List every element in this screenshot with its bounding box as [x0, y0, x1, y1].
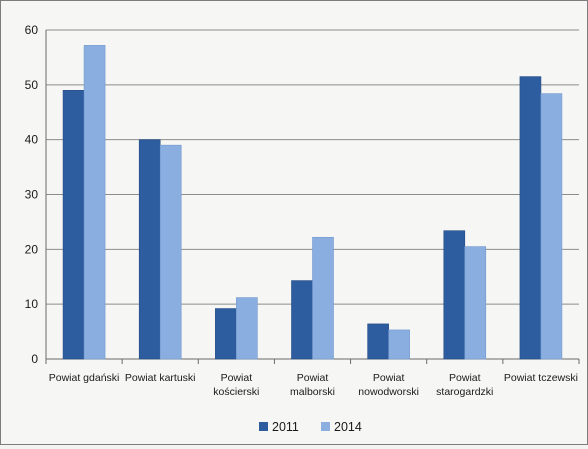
x-category-label: nowodworski [358, 386, 419, 398]
y-tick-label: 60 [25, 23, 39, 37]
x-category-label: starogardzki [436, 386, 493, 398]
x-category-label: Powiat gdański [49, 372, 120, 384]
x-category-label: Powiat kartuski [125, 372, 196, 384]
legend-label: 2014 [334, 420, 362, 434]
bar-2011 [291, 280, 313, 360]
bar-2011 [215, 308, 237, 360]
bar-2014 [83, 45, 106, 360]
y-tick-label: 20 [25, 242, 39, 256]
bar-2014 [464, 246, 487, 360]
y-tick-label: 0 [31, 352, 38, 366]
x-category-label: Powiat tczewski [504, 372, 578, 384]
bar-2011 [138, 139, 161, 360]
x-category-label: Powiat [297, 372, 329, 384]
x-category-label: kościerski [213, 386, 259, 398]
bar-2014 [236, 297, 258, 360]
y-tick-label: 50 [25, 78, 39, 92]
x-category-label: malborski [290, 386, 335, 398]
bar-2014 [159, 144, 182, 360]
legend-label: 2011 [272, 420, 299, 434]
bar-2011 [367, 323, 389, 360]
y-tick-label: 10 [25, 297, 39, 311]
bar-2014 [312, 236, 334, 360]
x-category-label: Powiat [449, 372, 481, 384]
y-tick-label: 30 [25, 188, 39, 202]
x-category-label: Powiat [373, 372, 405, 384]
x-category-label: Powiat [221, 372, 253, 384]
bar-2014 [540, 93, 563, 360]
bar-2011 [443, 230, 466, 360]
y-tick-label: 40 [25, 133, 39, 147]
legend-swatch-2014 [321, 422, 330, 431]
bar-2011 [62, 90, 85, 360]
bar-2011 [519, 76, 542, 360]
bar-2014 [388, 329, 410, 360]
legend-swatch-2011 [259, 422, 268, 431]
